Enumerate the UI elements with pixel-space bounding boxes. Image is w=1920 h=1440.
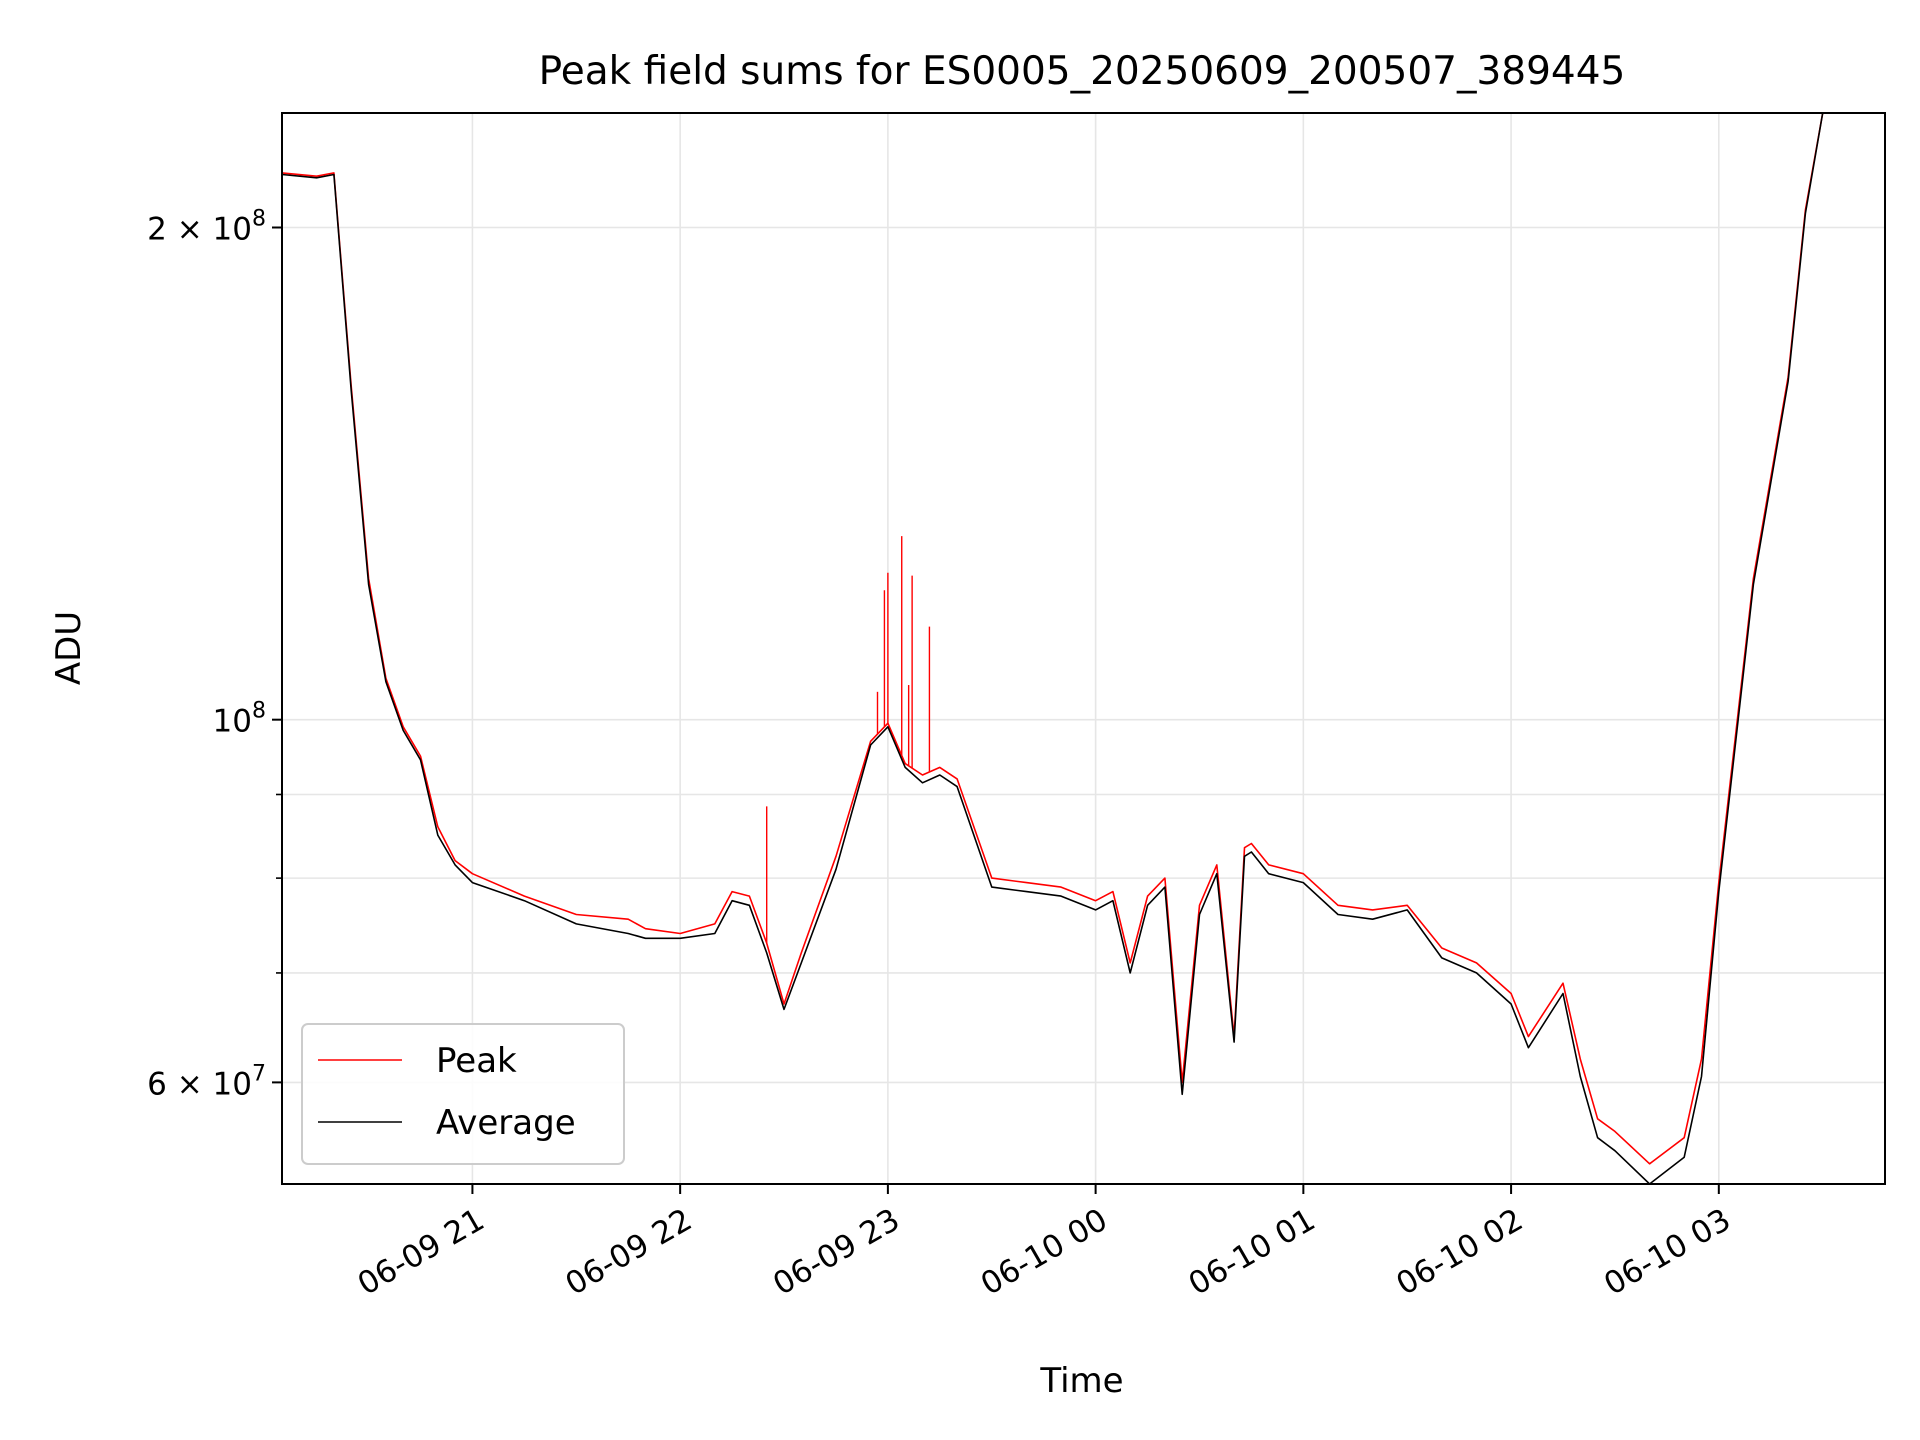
- legend-label-peak: Peak: [436, 1041, 517, 1081]
- legend-box: [301, 1023, 625, 1165]
- x-axis-label: Time: [1039, 1361, 1123, 1401]
- y-tick-label-base: 6 × 10: [147, 1066, 252, 1102]
- y-tick-label-exponent: 8: [252, 207, 266, 232]
- chart-title: Peak field sums for ES0005_20250609_2005…: [539, 49, 1626, 94]
- y-tick-label: 2 × 108: [147, 207, 266, 248]
- series-layer: [282, 113, 1824, 1184]
- y-tick-label-base: 2 × 10: [147, 212, 252, 248]
- y-tick-label-base: 10: [213, 704, 252, 740]
- y-tick-label-exponent: 7: [252, 1061, 266, 1086]
- plot-frame: [281, 112, 1886, 1185]
- y-tick-label-exponent: 8: [252, 699, 266, 724]
- legend-label-average: Average: [436, 1103, 576, 1143]
- series-line-average: [282, 113, 1824, 1184]
- legend: Peak Average: [301, 1023, 625, 1165]
- series-line-peak: [282, 113, 1824, 1165]
- y-tick-label: 6 × 107: [147, 1061, 266, 1102]
- y-axis-label: ADU: [49, 611, 89, 685]
- y-tick-label: 108: [213, 699, 266, 740]
